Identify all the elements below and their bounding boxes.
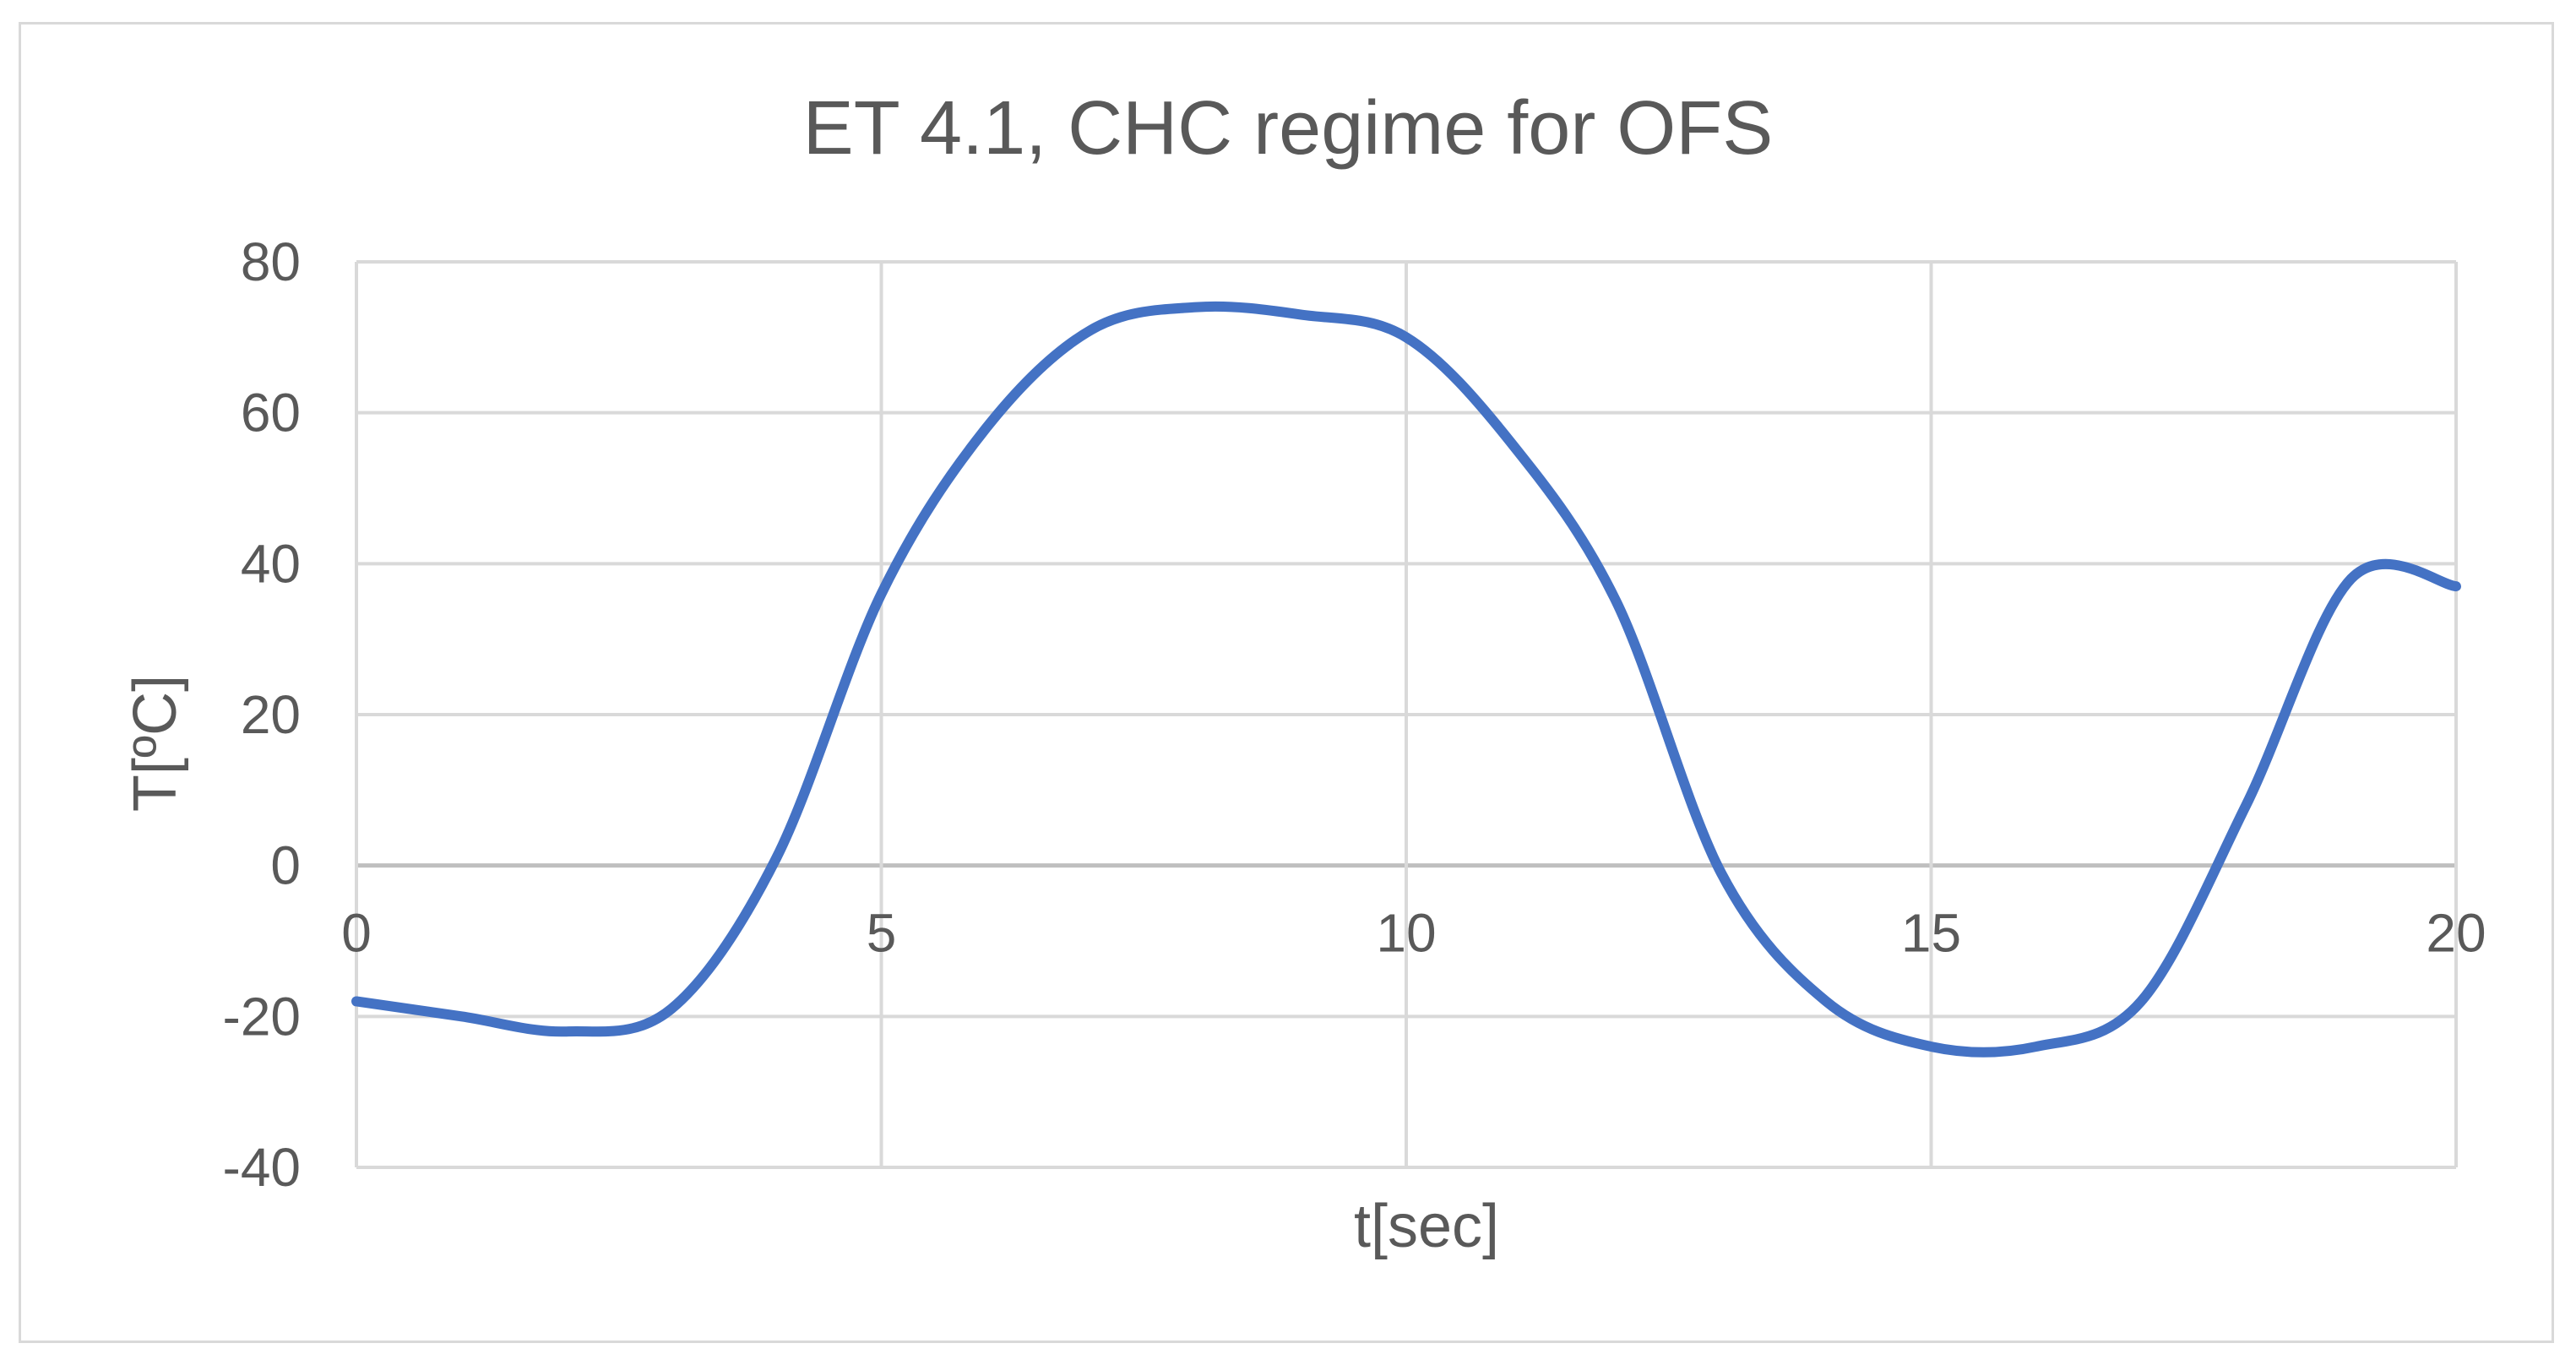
y-tick-label: 40 <box>241 533 301 594</box>
y-axis-title: T[ºC] <box>122 675 189 812</box>
grid-layer <box>355 260 2458 1169</box>
x-tick-label: 5 <box>867 903 897 964</box>
temperature-series-line <box>351 301 2461 1058</box>
x-tick-label: 15 <box>1901 903 1961 964</box>
chart-frame <box>19 22 2554 1343</box>
y-tick-label: -40 <box>223 1137 302 1198</box>
y-tick-label: 20 <box>241 684 301 745</box>
x-tick-label: 0 <box>341 903 372 964</box>
y-tick-label: -20 <box>223 986 302 1047</box>
x-tick-label: 10 <box>1376 903 1436 964</box>
tick-label-layer: 80 60 40 20 0 -20 -40 0 5 10 15 20 <box>223 231 2486 1198</box>
series-layer <box>351 301 2461 1058</box>
y-tick-label: 80 <box>241 231 301 292</box>
x-tick-label: 20 <box>2426 903 2486 964</box>
x-axis-title: t[sec] <box>1354 1193 1499 1260</box>
y-tick-label: 0 <box>270 835 301 896</box>
y-tick-label: 60 <box>241 383 301 443</box>
chart-title: ET 4.1, CHC regime for OFS <box>803 86 1774 171</box>
